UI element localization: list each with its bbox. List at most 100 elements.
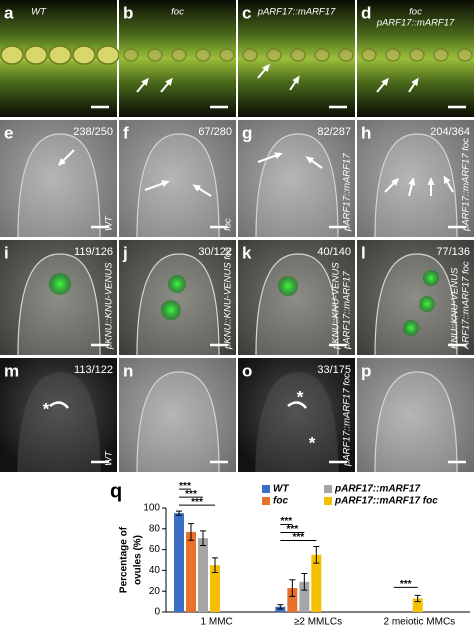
arrow-head — [141, 77, 149, 86]
x-tick-label: 1 MMC — [201, 617, 233, 628]
arrow-head — [411, 77, 419, 86]
genotype: pARF17::mARF17 foc — [461, 138, 472, 232]
panel-letter: h — [361, 123, 371, 142]
fluorescent-nucleus — [49, 273, 71, 295]
arrow-head — [391, 177, 400, 186]
ovule — [314, 48, 330, 62]
photo-panel: b foc — [119, 0, 236, 117]
genotype: foc — [223, 218, 234, 231]
bar — [311, 554, 322, 612]
photo — [357, 120, 474, 237]
fluorescent-nucleus — [403, 320, 419, 336]
error-bar — [200, 530, 206, 546]
genotype: pARF17::mARF17 — [342, 271, 353, 350]
significance-label: *** — [280, 516, 292, 527]
ovule-outline — [255, 253, 339, 356]
significance-label: *** — [185, 489, 197, 500]
y-tick-label: 100 — [143, 503, 160, 514]
legend-swatch — [324, 497, 332, 505]
photo — [119, 358, 236, 472]
panel-letter: b — [123, 3, 133, 22]
asterisk: * — [297, 387, 304, 406]
photo — [357, 240, 474, 355]
ovule-outline — [255, 371, 339, 473]
error-bar — [414, 594, 421, 603]
callose-signal — [287, 401, 307, 409]
photo — [238, 358, 355, 472]
panel-letter: c — [242, 3, 251, 22]
fluorescent-nucleus — [278, 276, 298, 296]
ovule — [96, 45, 120, 65]
arrow-head — [274, 152, 283, 159]
panel-letter: g — [242, 123, 252, 142]
significance-label: *** — [286, 524, 298, 535]
callose-signal — [49, 401, 69, 409]
arrow-head — [292, 75, 300, 84]
genotype: KNU::KNU-VENUS — [450, 267, 461, 349]
error-bar — [176, 510, 182, 516]
fluorescent-nucleus — [161, 300, 181, 320]
count: 113/122 — [74, 364, 113, 376]
panel-letter: f — [123, 123, 129, 142]
significance-label: *** — [400, 579, 412, 590]
photo-panel: e 238/250 WT — [0, 120, 117, 238]
photo-panel: n — [119, 358, 236, 473]
ovule — [195, 48, 211, 62]
photo-panel: f 67/280 foc — [119, 120, 236, 238]
legend-label: pARF17::mARF17 — [334, 484, 420, 495]
bar — [174, 513, 184, 612]
ovule — [171, 48, 187, 62]
y-tick-label: 60 — [149, 544, 161, 555]
count: 33/175 — [317, 364, 351, 376]
ovule — [24, 45, 48, 65]
ovule — [433, 48, 449, 62]
count: 119/126 — [74, 246, 113, 258]
genotype: pARF17::mARF17 — [376, 18, 455, 29]
panel-letter: l — [361, 243, 366, 262]
x-tick-label: ≥2 MMLCs — [294, 617, 342, 628]
ovule-outline — [255, 133, 339, 238]
arrow-head — [57, 158, 66, 167]
panel-letter: p — [361, 361, 371, 380]
y-tick-label: 40 — [149, 565, 161, 576]
panel-letter: d — [361, 3, 371, 22]
panel-letter: j — [122, 243, 128, 262]
ovule — [123, 48, 139, 62]
arrow-head — [165, 77, 173, 86]
arrow-head — [192, 184, 201, 192]
arrow-head — [427, 177, 435, 185]
ovule — [147, 48, 163, 62]
genotype: WT — [104, 450, 115, 466]
genotype: pARF17::mARF17 — [342, 153, 353, 232]
ovule — [242, 48, 258, 62]
panel-letter: a — [4, 3, 14, 22]
panel-letter: q — [110, 480, 122, 502]
significance-label: *** — [292, 532, 304, 543]
legend-label: foc — [273, 496, 288, 507]
panel-letter: e — [4, 123, 13, 142]
photo — [119, 240, 236, 355]
photo — [119, 120, 236, 237]
photo-panel: c pARF17::mARF17 — [238, 0, 355, 117]
photo — [0, 358, 117, 472]
y-tick-label: 80 — [149, 523, 161, 534]
arrow-head — [443, 175, 451, 184]
arrow-head — [305, 156, 314, 164]
fluorescent-nucleus — [168, 275, 186, 293]
ovule — [219, 48, 235, 62]
asterisk: * — [309, 433, 316, 452]
error-bar — [277, 604, 284, 610]
arrow-head — [262, 63, 270, 72]
arrow-head — [161, 180, 170, 187]
photo-panel: a WT — [0, 0, 120, 117]
legend-swatch — [324, 485, 332, 493]
ovule-outline — [374, 133, 458, 238]
error-bar — [289, 579, 296, 597]
count: 77/136 — [436, 246, 470, 258]
